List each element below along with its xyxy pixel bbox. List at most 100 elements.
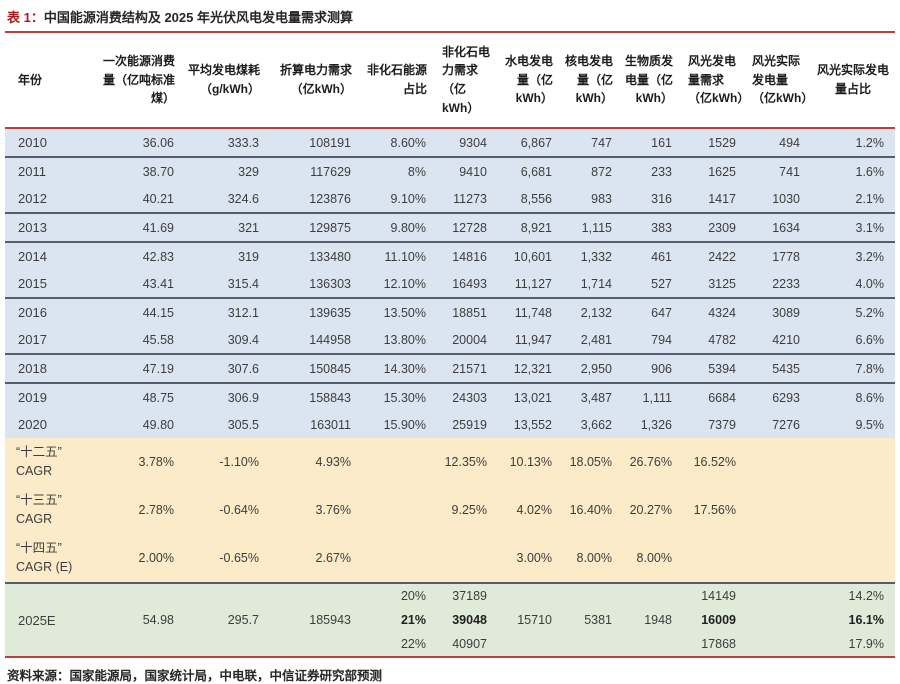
table-title-prefix: 表 1： <box>7 10 44 25</box>
value-cell: 11273 <box>437 185 498 214</box>
value-cell: 6684 <box>683 383 747 411</box>
table-title-text: 中国能源消费结构及 2025 年光伏风电发电量需求测算 <box>43 10 353 25</box>
value-cell: 16493 <box>437 270 498 299</box>
col-header-nonfossil-share: 非化石能源占比 <box>362 31 437 129</box>
year-row-2013: 2013 41.69 321 129875 9.80% 12728 8,921 1,115 38… <box>5 213 895 243</box>
value-cell: 316 <box>623 185 683 214</box>
scenario-nonfossil-cell: 37189 <box>437 582 498 608</box>
forecast-row-21pct: 21% 39048 15710 5381 1948 16009 16.1% <box>5 608 895 632</box>
value-cell: 12,321 <box>498 354 563 384</box>
value-cell: 1.6% <box>811 157 895 185</box>
value-cell: 3,487 <box>563 383 623 411</box>
value-cell: 26.76% <box>623 438 683 486</box>
value-cell: 8.00% <box>623 534 683 583</box>
year-row-2014: 2014 42.83 319 133480 11.10% 14816 10,601 1,332… <box>5 242 895 270</box>
value-cell: 2,132 <box>563 298 623 326</box>
value-cell: 329 <box>185 157 270 185</box>
value-cell: 161 <box>623 128 683 158</box>
scenario-nonfossil-cell: 40907 <box>437 632 498 656</box>
value-cell: 144958 <box>270 326 362 355</box>
year-cell: 2020 <box>5 411 100 438</box>
value-cell <box>362 438 437 486</box>
year-cell: 2015 <box>5 270 100 299</box>
year-cell: 2012 <box>5 185 100 214</box>
value-cell: 8% <box>362 157 437 185</box>
value-cell: 17.56% <box>683 486 747 534</box>
scenario-share-cell: 20% <box>362 582 437 608</box>
value-cell <box>362 486 437 534</box>
value-cell: 45.58 <box>100 326 185 355</box>
year-row-2017: 2017 45.58 309.4 144958 13.80% 20004 11,947 2,4… <box>5 326 895 355</box>
scenario-actual-share-cell: 16.1% <box>811 608 895 632</box>
value-cell: 2,481 <box>563 326 623 355</box>
value-cell: 1529 <box>683 128 747 158</box>
value-cell: 3089 <box>747 298 811 326</box>
value-cell: 872 <box>563 157 623 185</box>
value-cell: 9.10% <box>362 185 437 214</box>
value-cell: 123876 <box>270 185 362 214</box>
value-cell: 461 <box>623 242 683 270</box>
value-cell: 8,921 <box>498 213 563 243</box>
value-cell: 906 <box>623 354 683 384</box>
value-cell: 47.19 <box>100 354 185 384</box>
value-cell: 527 <box>623 270 683 299</box>
value-cell: 1030 <box>747 185 811 214</box>
value-cell: 20004 <box>437 326 498 355</box>
value-cell: 18.05% <box>563 438 623 486</box>
year-cell: 2010 <box>5 128 100 158</box>
value-cell: 307.6 <box>185 354 270 384</box>
value-cell: 158843 <box>270 383 362 411</box>
value-cell: 11.10% <box>362 242 437 270</box>
col-header-actual-share: 风光实际发电量占比 <box>811 31 895 129</box>
value-cell: 136303 <box>270 270 362 299</box>
col-header-power-demand: 折算电力需求（亿kWh） <box>270 31 362 129</box>
col-header-hydro: 水电发电量（亿kWh） <box>498 31 563 129</box>
forecast-primary-energy-cell: 54.98 <box>100 582 185 656</box>
value-cell: 1778 <box>747 242 811 270</box>
value-cell <box>811 438 895 486</box>
scenario-nuclear-cell <box>563 582 623 608</box>
value-cell: 741 <box>747 157 811 185</box>
cagr-label-cell: “十三五” CAGR <box>5 486 100 534</box>
value-cell: 1625 <box>683 157 747 185</box>
value-cell: 494 <box>747 128 811 158</box>
scenario-nonfossil-cell: 39048 <box>437 608 498 632</box>
value-cell: 3,662 <box>563 411 623 438</box>
value-cell: 983 <box>563 185 623 214</box>
year-row-2016: 2016 44.15 312.1 139635 13.50% 18851 11,748 2,1… <box>5 298 895 326</box>
value-cell: 150845 <box>270 354 362 384</box>
scenario-ws-demand-cell: 14149 <box>683 582 747 608</box>
value-cell <box>683 534 747 583</box>
table-title: 表 1：中国能源消费结构及 2025 年光伏风电发电量需求测算 <box>5 5 895 31</box>
cagr-row: “十二五” CAGR 3.78% -1.10% 4.93% 12.35% 10.13% 18.… <box>5 438 895 486</box>
value-cell: 41.69 <box>100 213 185 243</box>
value-cell: 9304 <box>437 128 498 158</box>
scenario-hydro-cell <box>498 582 563 608</box>
value-cell: 747 <box>563 128 623 158</box>
year-row-2018: 2018 47.19 307.6 150845 14.30% 21571 12,321 2,9… <box>5 354 895 384</box>
value-cell: 1,714 <box>563 270 623 299</box>
value-cell: 1,115 <box>563 213 623 243</box>
value-cell: 3.76% <box>270 486 362 534</box>
value-cell: 44.15 <box>100 298 185 326</box>
value-cell <box>811 486 895 534</box>
value-cell: 14.30% <box>362 354 437 384</box>
forecast-row-20pct: 2025E 54.98 295.7 185943 20% 37189 14149… <box>5 582 895 656</box>
value-cell: 8.00% <box>563 534 623 583</box>
col-header-primary-energy: 一次能源消费量（亿吨标准煤） <box>100 31 185 129</box>
value-cell: 15.30% <box>362 383 437 411</box>
value-cell: 2,950 <box>563 354 623 384</box>
value-cell: -1.10% <box>185 438 270 486</box>
value-cell: 36.06 <box>100 128 185 158</box>
value-cell: 11,748 <box>498 298 563 326</box>
col-header-nonfossil-power: 非化石电力需求（亿kWh） <box>437 31 498 129</box>
scenario-actual-share-cell: 14.2% <box>811 582 895 608</box>
value-cell: 129875 <box>270 213 362 243</box>
forecast-row-22pct: 22% 40907 17868 17.9% <box>5 632 895 656</box>
value-cell: 383 <box>623 213 683 243</box>
year-cell: 2013 <box>5 213 100 243</box>
col-header-nuclear: 核电发电量（亿kWh） <box>563 31 623 129</box>
forecast-year-cell: 2025E <box>5 582 100 656</box>
value-cell: 13,021 <box>498 383 563 411</box>
value-cell: 117629 <box>270 157 362 185</box>
